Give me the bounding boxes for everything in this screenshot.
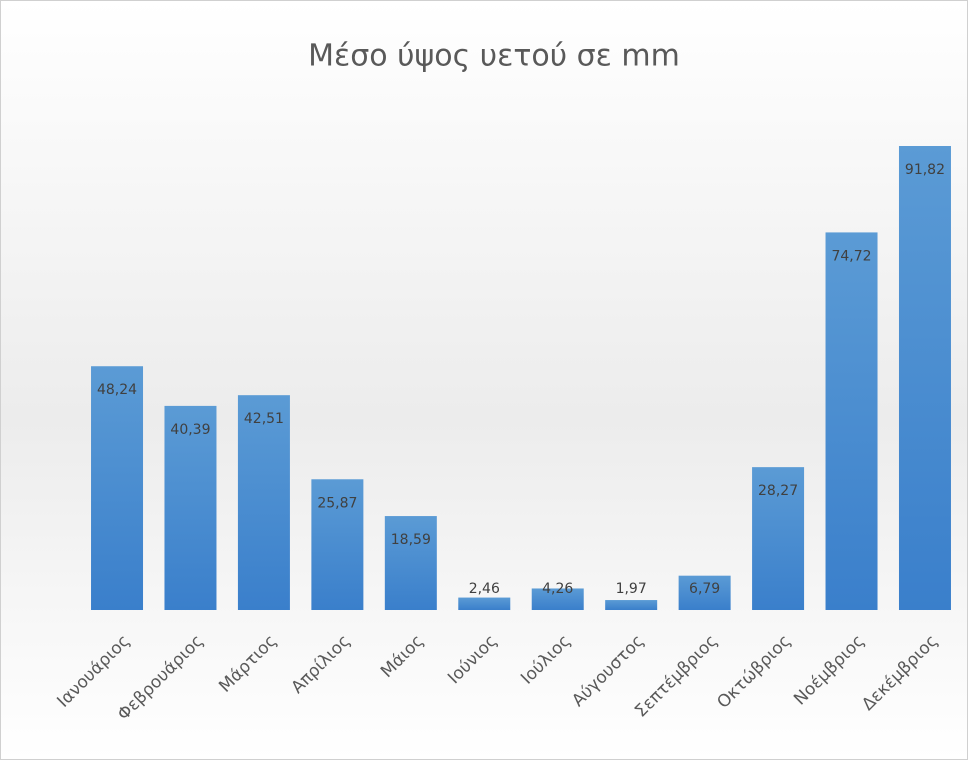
bar [752,467,805,610]
value-label: 2,46 [469,581,500,597]
value-label: 48,24 [97,382,137,398]
bar [384,516,437,610]
bar [91,366,144,610]
value-label: 42,51 [244,411,284,427]
bar [311,479,364,610]
value-label: 40,39 [170,422,210,438]
value-label: 4,26 [542,581,573,597]
bar [605,600,658,610]
bar [458,597,511,610]
value-label: 25,87 [317,495,357,511]
value-label: 1,97 [616,581,647,597]
bar [237,395,290,610]
bar [678,575,731,610]
bar [898,146,951,610]
value-label: 91,82 [905,162,945,178]
chart-title: Μέσο ύψος υετού σε mm [308,39,680,74]
value-label: 28,27 [758,483,798,499]
value-label: 74,72 [831,248,871,264]
value-label: 6,79 [689,581,720,597]
bar [825,232,878,611]
bar [531,588,584,610]
bar [164,405,217,610]
value-label: 18,59 [391,532,431,548]
